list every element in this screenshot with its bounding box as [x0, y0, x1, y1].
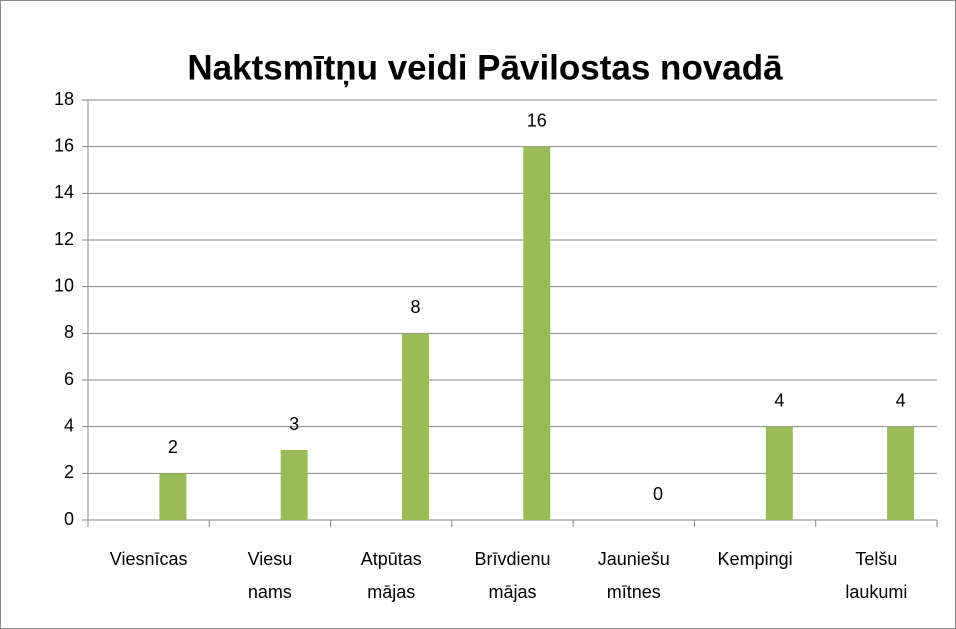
y-tick-label: 12	[54, 229, 74, 249]
x-tick-label: Atpūtas mājas	[361, 549, 422, 602]
x-tick-label: Jauniešu mītnes	[598, 549, 670, 602]
data-label: 4	[896, 390, 906, 410]
bar	[401, 333, 429, 520]
y-tick-label: 18	[54, 89, 74, 109]
x-tick-label: Brīvdienu mājas	[474, 549, 550, 602]
x-tick-label: Telšu laukumi	[845, 549, 907, 602]
bar	[159, 473, 187, 520]
x-tick-label: Viesnīcas	[110, 549, 188, 569]
bar	[280, 450, 308, 520]
chart-title: Naktsmītņu veidi Pāvilostas novadā	[187, 48, 783, 87]
data-label: 8	[410, 297, 420, 317]
y-tick-label: 6	[64, 369, 74, 389]
y-tick-label: 4	[64, 415, 74, 435]
y-tick-label: 0	[64, 509, 74, 529]
bar	[523, 146, 551, 520]
x-tick-label: Viesu nams	[248, 549, 293, 602]
data-label: 16	[527, 110, 547, 130]
y-tick-label: 14	[54, 182, 74, 202]
x-tick-label: Kempingi	[718, 549, 793, 569]
y-tick-label: 8	[64, 322, 74, 342]
y-tick-label: 16	[54, 135, 74, 155]
data-label: 2	[168, 437, 178, 457]
bar	[765, 426, 793, 520]
data-label: 3	[289, 414, 299, 434]
data-label: 4	[774, 390, 784, 410]
y-tick-label: 2	[64, 462, 74, 482]
y-tick-label: 10	[54, 275, 74, 295]
bar	[887, 426, 915, 520]
data-label: 0	[653, 484, 663, 504]
